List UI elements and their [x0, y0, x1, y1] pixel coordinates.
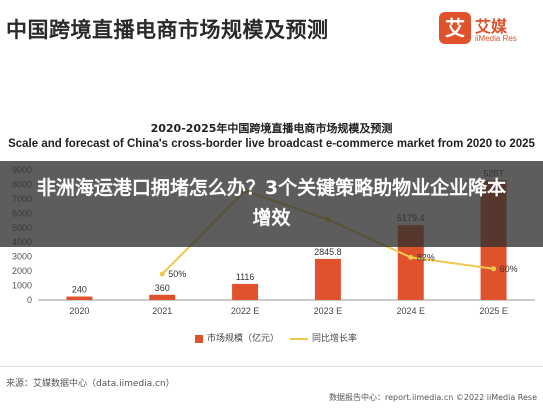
growth-rate-label: 50%: [168, 269, 186, 279]
bar-data-label: 240: [72, 285, 87, 295]
chart-subtitle: Scale and forecast of China's cross-bord…: [8, 138, 535, 150]
source-note: 来源：艾媒数据中心（data.iimedia.cn）: [6, 379, 175, 389]
iimedia-logo: 艾 艾媒 iiMedia Res: [439, 12, 535, 52]
growth-rate-point: [408, 254, 414, 260]
growth-rate-label: 60%: [500, 264, 518, 274]
bar: [232, 283, 259, 300]
copyright-note: 数据报告中心：report.iimedia.cn ©2022 iiMedia R…: [328, 393, 537, 402]
headline-overlay[interactable]: 非洲海运港口拥堵怎么办？3个关键策略助物业企业降本增效: [0, 161, 543, 247]
legend-line-swatch: [290, 338, 308, 340]
y-tick-label: 1000: [12, 281, 32, 291]
logo-mark-icon: 艾: [439, 12, 471, 44]
y-tick-label: 3000: [12, 252, 32, 262]
growth-rate-label: 82%: [417, 252, 435, 262]
growth-rate-point: [491, 266, 497, 272]
chart-title: 2020-2025年中国跨境直播电商市场规模及预测: [150, 122, 393, 135]
chart-legend: 市场规模（亿元） 同比增长率: [0, 332, 543, 346]
bar-data-label: 360: [155, 283, 170, 293]
x-tick-label: 2023 E: [314, 306, 343, 316]
x-tick-label: 2021: [152, 306, 172, 316]
page-title: 中国跨境直播电商市场规模及预测: [6, 18, 329, 42]
growth-rate-point: [159, 271, 165, 277]
legend-bar-label: 市场规模（亿元）: [207, 334, 280, 344]
logo-text: 艾媒: [475, 17, 508, 36]
y-tick-label: 0: [27, 295, 32, 305]
bar-data-label: 2845.8: [314, 247, 342, 257]
bar-data-label: 1116: [236, 272, 255, 282]
bar: [149, 294, 176, 300]
legend-item-bar: 市场规模（亿元）: [195, 332, 295, 346]
legend-item-line: 同比增长率: [290, 332, 390, 346]
legend-line-label: 同比增长率: [312, 334, 358, 344]
bar: [66, 296, 93, 300]
x-tick-label: 2020: [69, 306, 89, 316]
logo-subtext: iiMedia Res: [475, 34, 517, 43]
x-tick-label: 2024 E: [396, 306, 425, 316]
y-tick-label: 2000: [12, 266, 32, 276]
headline-text[interactable]: 非洲海运港口拥堵怎么办？3个关键策略助物业企业降本增效: [36, 177, 507, 229]
legend-bar-swatch: [195, 335, 203, 343]
footer-divider: [0, 366, 543, 367]
x-tick-label: 2025 E: [479, 306, 508, 316]
bar: [314, 258, 341, 300]
x-tick-label: 2022 E: [231, 306, 260, 316]
